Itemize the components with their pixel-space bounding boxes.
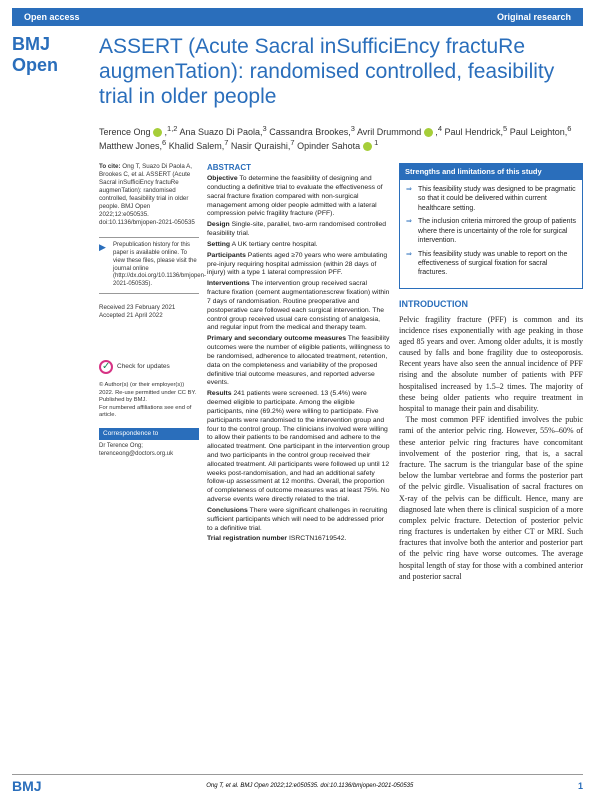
abs-design: Single-site, parallel, two-arm randomise… (207, 221, 386, 237)
right-column: ASSERT (Acute Sacral inSufficiEncy fract… (99, 34, 583, 582)
strength-item: The inclusion criteria mirrored the grou… (406, 217, 576, 245)
left-column: BMJ Open (12, 34, 99, 582)
check-updates-icon (99, 360, 113, 374)
strengths-box: Strengths and limitations of this study … (399, 163, 583, 289)
copyright: © Author(s) (or their employer(s)) 2022.… (99, 382, 199, 420)
intro-p2: The most common PFF identified involves … (399, 415, 583, 581)
strengths-head: Strengths and limitations of this study (400, 164, 582, 180)
orcid-icon (153, 128, 162, 137)
correspondence-body: Dr Terence Ong; terenceong@doctors.org.u… (99, 443, 199, 459)
citation-box: To cite: Ong T, Suazo Di Paola A, Brooke… (99, 163, 199, 228)
article-title: ASSERT (Acute Sacral inSufficiEncy fract… (99, 34, 583, 110)
title-area: ASSERT (Acute Sacral inSufficiEncy fract… (99, 34, 583, 582)
bmj-logo: BMJ (12, 778, 42, 794)
intro-column: Strengths and limitations of this study … (399, 163, 583, 582)
supplementary-box: Prepublication history for this paper is… (99, 237, 199, 294)
sidebar-column: To cite: Ong T, Suazo Di Paola A, Brooke… (99, 163, 199, 582)
strengths-list: This feasibility study was designed to b… (406, 185, 576, 278)
strength-item: This feasibility study was designed to b… (406, 185, 576, 213)
check-updates-label: Check for updates (117, 363, 170, 371)
abs-setting: A UK tertiary centre hospital. (232, 241, 318, 248)
footer: BMJ Ong T, et al. BMJ Open 2022;12:e0505… (12, 774, 583, 794)
abs-trial: ISRCTN16719542. (289, 535, 346, 542)
main-content: BMJ Open ASSERT (Acute Sacral inSufficiE… (0, 26, 595, 582)
cite-text: Ong T, Suazo Di Paola A, Brookes C, et a… (99, 163, 195, 226)
page-number: 1 (578, 781, 583, 791)
dates: Received 23 February 2021 Accepted 21 Ap… (99, 304, 199, 320)
check-updates[interactable]: Check for updates (99, 360, 199, 374)
open-access-label: Open access (24, 12, 80, 22)
orcid-icon (363, 142, 372, 151)
abs-results: 241 patients were screened. 13 (5.4%) we… (207, 390, 390, 503)
abstract-column: ABSTRACT Objective To determine the feas… (207, 163, 391, 582)
abs-primary: The feasibility outcomes were the number… (207, 335, 390, 386)
footer-citation: Ong T, et al. BMJ Open 2022;12:e050535. … (206, 783, 413, 789)
strength-item: This feasibility study was unable to rep… (406, 250, 576, 278)
author-list: Terence Ong ,1,2 Ana Suazo Di Paola,3 Ca… (99, 124, 583, 153)
intro-p1: Pelvic fragility fracture (PFF) is commo… (399, 315, 583, 414)
intro-head: INTRODUCTION (399, 299, 583, 311)
side-copyright: BMJ Open: first published as 10.1136/bmj… (587, 0, 593, 25)
abs-interventions: The intervention group received sacral f… (207, 280, 389, 331)
cite-label: To cite: (99, 163, 121, 170)
intro-text: Pelvic fragility fracture (PFF) is commo… (399, 314, 583, 583)
content-columns: To cite: Ong T, Suazo Di Paola A, Brooke… (99, 163, 583, 582)
abstract-head: ABSTRACT (207, 163, 391, 173)
header-bar: Open access Original research (12, 8, 583, 26)
orcid-icon (424, 128, 433, 137)
correspondence-head: Correspondence to (99, 428, 199, 440)
journal-name: BMJ Open (12, 34, 91, 76)
article-type-label: Original research (497, 12, 571, 22)
